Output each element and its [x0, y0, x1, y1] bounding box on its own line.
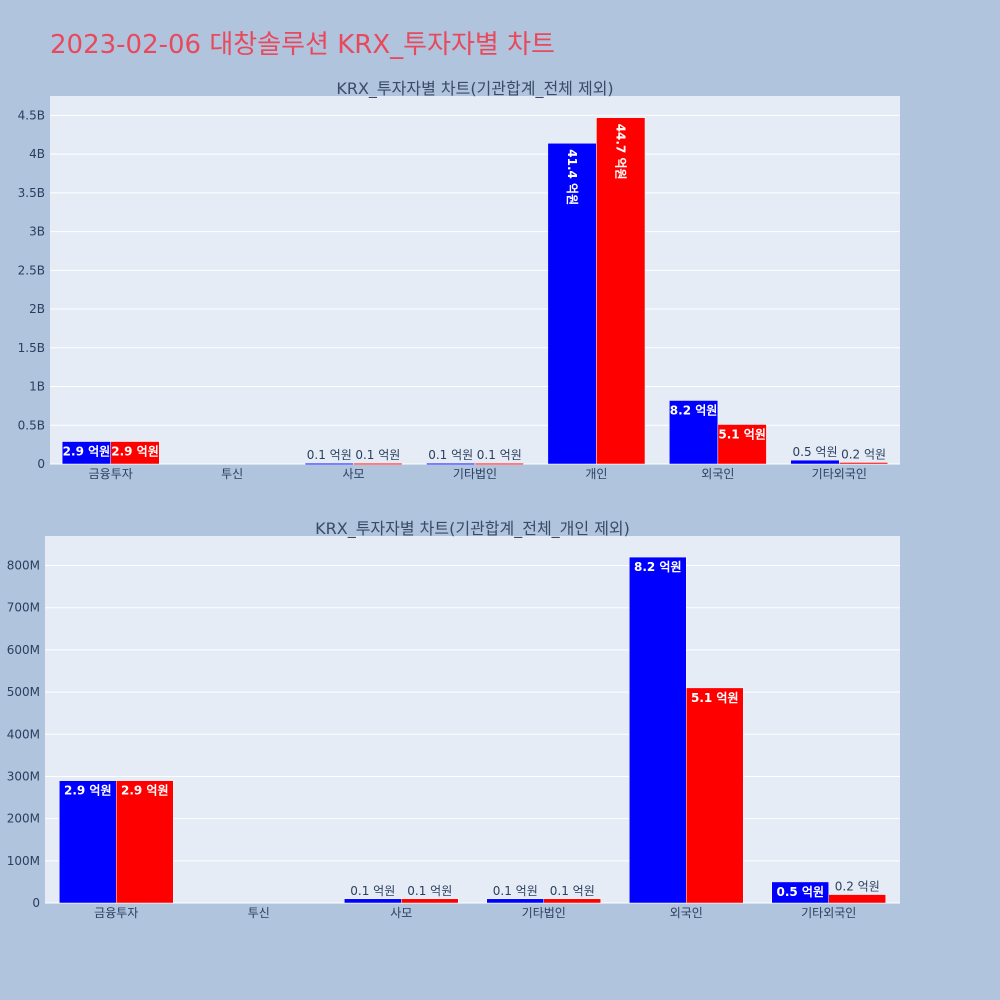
bar: [474, 462, 524, 465]
x-tick-label: 외국인: [670, 906, 703, 920]
chart-title: KRX_투자자별 차트(기관합계_전체_개인 제외): [315, 519, 630, 539]
chart-title: KRX_투자자별 차트(기관합계_전체 제외): [336, 79, 613, 99]
data-label: 0.1 억원: [477, 448, 522, 462]
bar: [629, 556, 687, 904]
data-label: 0.1 억원: [307, 448, 352, 462]
data-label: 0.2 억원: [841, 447, 886, 461]
data-label: 0.1 억원: [550, 884, 595, 898]
data-label: 5.1 억원: [718, 427, 766, 441]
bar: [790, 459, 840, 465]
x-tick-label: 기타법인: [453, 467, 497, 481]
bar: [839, 462, 889, 465]
bar: [59, 780, 117, 904]
data-label: 44.7 억원: [614, 124, 628, 180]
data-label: 5.1 억원: [691, 691, 739, 705]
bar: [717, 424, 767, 465]
data-label: 0.1 억원: [493, 884, 538, 898]
x-tick-label: 금융투자: [89, 467, 133, 481]
data-label: 2.9 억원: [64, 784, 112, 798]
y-tick-label: 3.5B: [18, 186, 45, 200]
data-label: 2.9 억원: [121, 784, 169, 798]
x-tick-label: 기타외국인: [812, 467, 867, 481]
data-label: 0.5 억원: [776, 885, 824, 899]
chart-top: 0 0.5B 1B 1.5B 2B 2.5B 3B 3.5B 4B 4.5B KRX_투자자별 차트…: [18, 79, 900, 481]
bar: [686, 687, 744, 904]
x-tick-label: 개인: [585, 467, 607, 481]
bar: [353, 462, 403, 465]
y-tick-label: 0: [37, 457, 45, 471]
bar: [426, 462, 476, 465]
y-tick-label: 700M: [7, 601, 40, 615]
page-title: 2023-02-06 대창솔루션 KRX_투자자별 차트: [50, 30, 555, 60]
y-tick-label: 2B: [29, 302, 45, 316]
y-tick-label: 0: [32, 896, 40, 910]
y-tick-label: 4B: [29, 147, 45, 161]
plot-area: [45, 536, 900, 903]
bar: [543, 898, 601, 904]
y-tick-label: 400M: [7, 727, 40, 741]
x-tick-label: 기타법인: [522, 906, 566, 920]
data-label: 0.1 억원: [350, 884, 395, 898]
bar: [669, 400, 719, 465]
bar: [304, 462, 354, 465]
chart-bottom: 0 100M 200M 300M 400M 500M 600M 700M 800M KRX_투자자…: [7, 519, 900, 920]
y-tick-label: 0.5B: [18, 418, 45, 432]
y-tick-label: 2.5B: [18, 263, 45, 277]
x-tick-label: 기타외국인: [801, 906, 856, 920]
bar: [828, 894, 886, 904]
y-tick-label: 500M: [7, 685, 40, 699]
y-tick-label: 1.5B: [18, 341, 45, 355]
y-tick-label: 3B: [29, 225, 45, 239]
y-tick-label: 4.5B: [18, 108, 45, 122]
bar: [401, 898, 459, 904]
data-label: 0.1 억원: [407, 884, 452, 898]
bar: [344, 898, 402, 904]
data-label: 2.9 억원: [63, 445, 111, 459]
data-label: 0.1 억원: [428, 448, 473, 462]
data-label: 8.2 억원: [670, 403, 718, 417]
bar: [486, 898, 544, 904]
y-tick-label: 200M: [7, 812, 40, 826]
x-tick-label: 금융투자: [94, 906, 138, 920]
x-tick-label: 투신: [248, 906, 270, 920]
x-tick-label: 외국인: [701, 467, 734, 481]
data-label: 0.2 억원: [835, 880, 880, 894]
y-tick-label: 1B: [29, 380, 45, 394]
data-label: 41.4 억원: [565, 149, 579, 205]
bar: [771, 881, 829, 904]
bar: [110, 441, 160, 465]
y-tick-label: 100M: [7, 854, 40, 868]
y-tick-label: 300M: [7, 769, 40, 783]
x-tick-label: 사모: [390, 906, 412, 920]
y-tick-label: 600M: [7, 643, 40, 657]
data-label: 2.9 억원: [111, 445, 159, 459]
x-tick-label: 투신: [221, 467, 243, 481]
data-label: 0.1 억원: [355, 448, 400, 462]
data-label: 8.2 억원: [634, 560, 682, 574]
bar: [596, 117, 646, 465]
plot-area: [50, 96, 900, 464]
y-tick-label: 800M: [7, 559, 40, 573]
data-label: 0.5 억원: [793, 445, 838, 459]
bar: [116, 780, 174, 904]
x-tick-label: 사모: [343, 467, 365, 481]
bar: [547, 143, 597, 465]
